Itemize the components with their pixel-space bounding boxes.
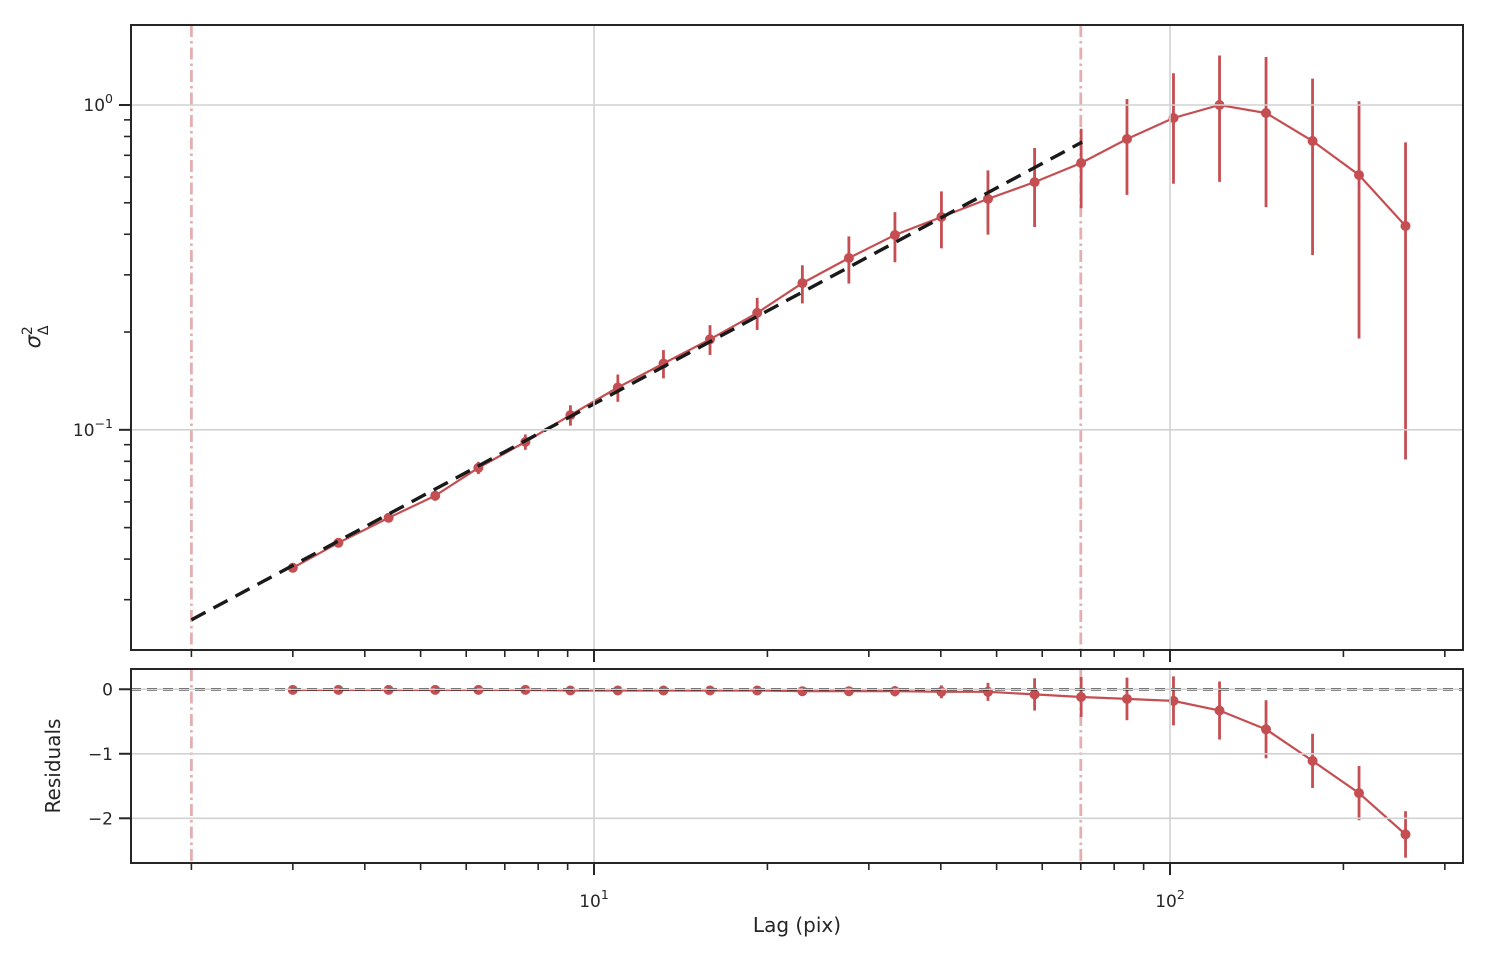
ticks [119, 688, 1446, 875]
data-point [1029, 177, 1040, 188]
data-point [843, 253, 854, 263]
y-tick-label: 100 [83, 91, 113, 116]
data-point [1307, 136, 1318, 146]
data-point [1214, 705, 1225, 716]
data-point [843, 686, 854, 697]
data-point [1354, 788, 1364, 799]
panel-spines [130, 24, 1464, 651]
data-point [1261, 108, 1271, 118]
x-axis-label: Lag (pix) [753, 913, 841, 937]
residuals-with-errorbars [287, 676, 1411, 858]
residuals-panel: 0 −1 −2 [88, 668, 1464, 875]
x-tick-label: 102 [1155, 887, 1185, 912]
ticks [119, 103, 1446, 662]
panel-spines [130, 668, 1464, 864]
data-point [1400, 829, 1411, 840]
data-point [889, 230, 900, 240]
series-line [292, 688, 1407, 836]
data-point [1168, 695, 1179, 706]
data-point [1076, 158, 1087, 168]
x-tick-label: 101 [579, 887, 609, 912]
data-point [983, 193, 993, 204]
y-tick-label: 10−1 [73, 416, 113, 441]
data-point [797, 278, 808, 289]
data-point [797, 686, 808, 697]
data-point [1400, 221, 1411, 231]
y-axis-label-residuals: Residuals [41, 719, 65, 814]
series-line [292, 103, 1407, 569]
data-point [1122, 134, 1132, 144]
y-axis-label-sigma: σ2Δ [20, 325, 52, 348]
data-point [1261, 724, 1271, 735]
grid [131, 25, 1463, 650]
data-point [1307, 755, 1318, 766]
grid [131, 669, 1463, 863]
data-point [658, 685, 669, 696]
data-point [705, 685, 715, 696]
y-tick-label: −2 [88, 809, 113, 829]
data-point [612, 685, 623, 696]
sigma-label-text: σ2Δ [20, 325, 52, 348]
data-point [430, 490, 441, 501]
residuals-label-text: Residuals [41, 719, 65, 814]
y-tick-label: 0 [102, 680, 113, 700]
data-point [1029, 689, 1040, 700]
structure-function-panel: 100 10−1 [73, 24, 1464, 662]
data-point [889, 686, 900, 697]
power-law-fit-dashed [190, 140, 1084, 622]
data-point [383, 512, 394, 523]
data-point [752, 307, 763, 318]
data-point [1168, 113, 1179, 123]
data-point [1354, 170, 1364, 180]
data-point [1122, 693, 1132, 704]
y-tick-label: −1 [88, 745, 113, 765]
sigma2-data-with-errorbars [287, 55, 1411, 573]
data-point [565, 685, 576, 696]
data-point [1076, 692, 1087, 702]
data-point [752, 685, 763, 696]
